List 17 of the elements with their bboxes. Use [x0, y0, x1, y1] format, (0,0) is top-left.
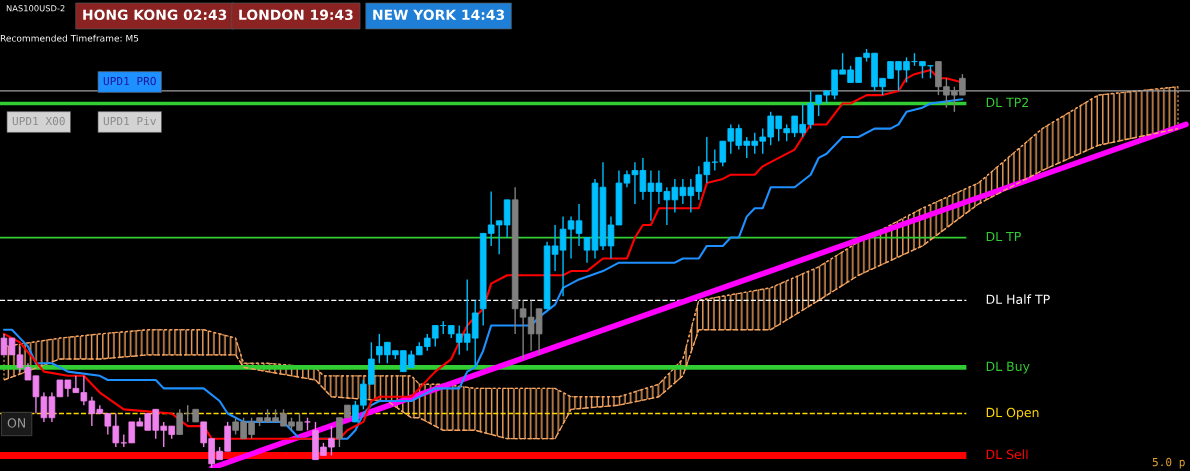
text: LONDON 19:43	[239, 9, 353, 21]
text: NEW YORK 14:43	[373, 9, 505, 21]
ref-line-label: DL Buy	[986, 361, 1030, 374]
annotation: ON	[7, 418, 25, 428]
ref-line-label: DL Sell	[986, 449, 1028, 460]
ref-line-label: DL Half TP	[986, 294, 1050, 305]
annotation: UPD1 Piv	[103, 116, 156, 126]
annotation: UPD1 PRO	[103, 76, 156, 86]
annotation: UPD1 X00	[12, 116, 65, 126]
candlestick	[176, 408, 183, 436]
text: Recommended Timeframe: M5	[0, 34, 139, 42]
ref-line-label: DL TP	[986, 231, 1021, 241]
text: HONG KONG 02:43	[83, 9, 227, 21]
ref-line-label: DL Open	[986, 407, 1039, 420]
annotation: 5.0 p	[1152, 457, 1185, 469]
ref-line-label: DL TP2	[986, 97, 1028, 107]
chart-title: NAS100USD-2	[6, 5, 65, 12]
